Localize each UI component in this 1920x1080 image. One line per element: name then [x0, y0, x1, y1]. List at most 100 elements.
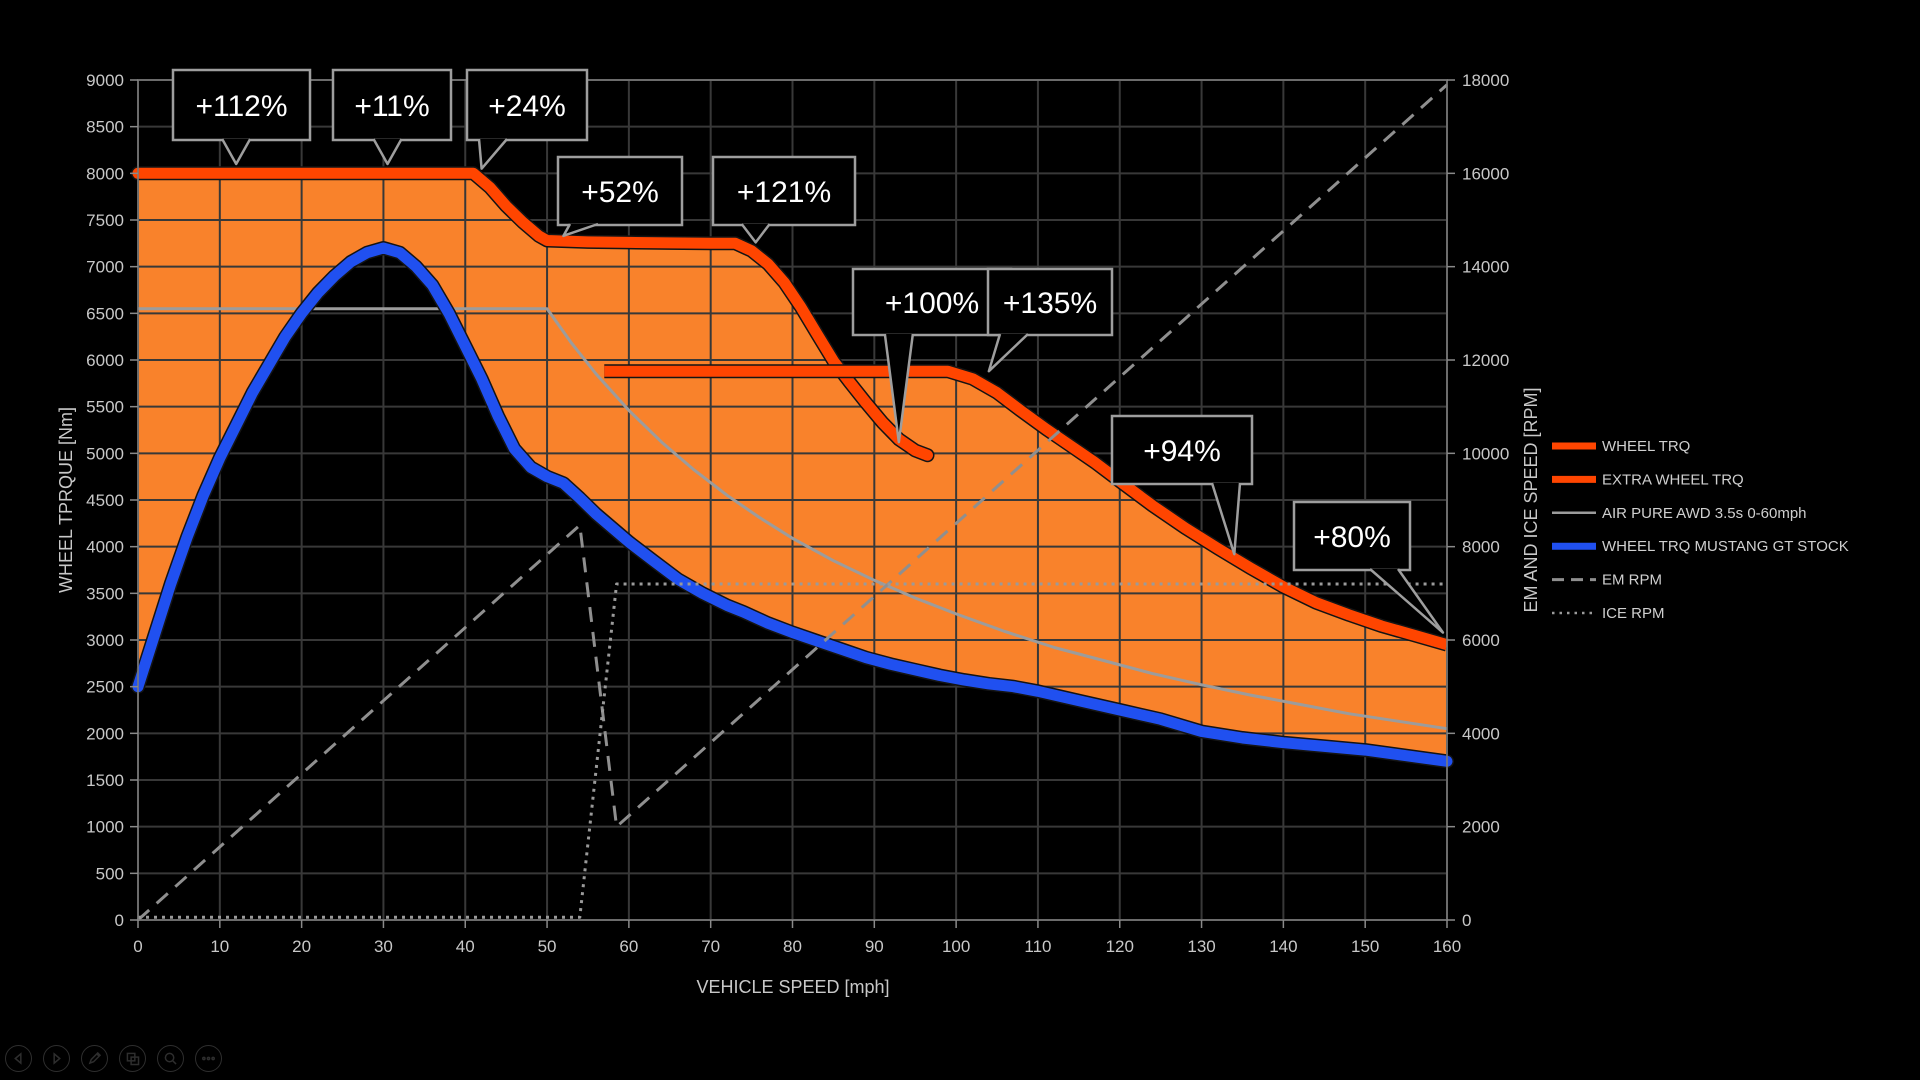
- x-tick-label: 70: [701, 937, 720, 956]
- callout-pointer: [1369, 568, 1445, 634]
- y-left-tick-label: 1500: [86, 771, 124, 790]
- arrow-left-icon: [14, 1052, 22, 1065]
- y-left-tick-label: 6000: [86, 351, 124, 370]
- callout-11: +11%: [331, 68, 453, 166]
- y-left-tick-label: 5500: [86, 398, 124, 417]
- ellipsis-icon: [202, 1056, 215, 1061]
- y-left-tick-label: 4500: [86, 491, 124, 510]
- magnifier-icon: [164, 1052, 177, 1065]
- y-left-tick-label: 6500: [86, 304, 124, 323]
- x-tick-label: 90: [865, 937, 884, 956]
- y-left-tick-label: 7500: [86, 211, 124, 230]
- callout-value: +24%: [488, 90, 566, 123]
- callout-value: +100%: [885, 287, 979, 320]
- y-left-tick-label: 3000: [86, 631, 124, 650]
- callout-112: +112%: [171, 68, 312, 166]
- y-axis-left-title: WHEEL TPRQUE [Nm]: [56, 407, 76, 593]
- callout-box: [465, 68, 589, 142]
- y-right-tick-label: 12000: [1462, 351, 1509, 370]
- see-all-slides-button[interactable]: [119, 1045, 146, 1072]
- series-ice-rpm: [138, 582, 1447, 919]
- x-tick-label: 150: [1351, 937, 1379, 956]
- pen-icon: [88, 1051, 102, 1065]
- series-wheel-trq: [132, 167, 933, 461]
- x-tick-label: 100: [942, 937, 970, 956]
- slideshow-toolbar: [5, 1045, 222, 1072]
- callout-value: +80%: [1313, 521, 1391, 554]
- legend-item-air-pure-awd-3-5s-0-60mph: AIR PURE AWD 3.5s 0-60mph: [1552, 505, 1807, 522]
- legend-label: WHEEL TRQ: [1602, 438, 1690, 455]
- x-tick-label: 30: [374, 937, 393, 956]
- x-tick-label: 130: [1187, 937, 1215, 956]
- y-left-tick-label: 1000: [86, 818, 124, 837]
- callout-pointer: [477, 138, 508, 170]
- y-right-tick-label: 8000: [1462, 538, 1500, 557]
- callout-135: +135%: [986, 267, 1114, 373]
- y-right-tick-label: 2000: [1462, 818, 1500, 837]
- callout-80: +80%: [1292, 500, 1445, 634]
- y-right-tick-label: 10000: [1462, 444, 1509, 463]
- x-tick-label: 110: [1024, 937, 1051, 956]
- legend-label: ICE RPM: [1602, 605, 1665, 622]
- x-tick-label: 80: [783, 937, 802, 956]
- legend-label: AIR PURE AWD 3.5s 0-60mph: [1602, 505, 1807, 522]
- chart-legend: WHEEL TRQ EXTRA WHEEL TRQ AIR PURE AWD 3.5…: [1552, 438, 1849, 622]
- x-tick-label: 160: [1433, 937, 1461, 956]
- callout-value: +135%: [1003, 287, 1097, 320]
- y-right-tick-label: 4000: [1462, 724, 1500, 743]
- y-axis-right-title: EM AND ICE SPEED [RPM]: [1521, 387, 1541, 612]
- y-left-tick-label: 3500: [86, 584, 124, 603]
- previous-slide-button[interactable]: [5, 1045, 32, 1072]
- callout-box: [1110, 414, 1254, 486]
- y-right-tick-label: 14000: [1462, 258, 1509, 277]
- more-options-button[interactable]: [195, 1045, 222, 1072]
- legend-label: EXTRA WHEEL TRQ: [1602, 471, 1744, 488]
- callout-box: [711, 155, 857, 227]
- chart-series: [131, 83, 1454, 922]
- y-left-tick-label: 8000: [86, 164, 124, 183]
- callout-pointer: [1210, 482, 1242, 556]
- slides-icon: [126, 1052, 140, 1066]
- x-tick-label: 120: [1106, 937, 1134, 956]
- callout-94: +94%: [1110, 414, 1254, 556]
- x-axis-title: VEHICLE SPEED [mph]: [696, 977, 889, 997]
- legend-item-extra-wheel-trq: EXTRA WHEEL TRQ: [1552, 471, 1744, 488]
- callout-pointer: [372, 138, 403, 166]
- x-tick-label: 50: [538, 937, 557, 956]
- callout-52: +52%: [556, 155, 684, 238]
- zoom-into-slide-button[interactable]: [157, 1045, 184, 1072]
- callout-pointer: [883, 333, 915, 444]
- callout-24: +24%: [465, 68, 589, 170]
- chart-tick-labels: 0500100015002000250030003500400045005000…: [86, 71, 1509, 956]
- callout-pointer: [221, 138, 252, 166]
- legend-label: WHEEL TRQ MUSTANG GT STOCK: [1602, 538, 1849, 555]
- pen-tools-button[interactable]: [81, 1045, 108, 1072]
- y-right-tick-label: 6000: [1462, 631, 1500, 650]
- y-left-tick-label: 7000: [86, 258, 124, 277]
- callout-box: [171, 68, 312, 142]
- y-right-tick-label: 16000: [1462, 164, 1509, 183]
- legend-item-wheel-trq: WHEEL TRQ: [1552, 438, 1690, 455]
- y-left-tick-label: 0: [115, 911, 124, 930]
- callout-value: +11%: [354, 90, 429, 123]
- y-right-tick-label: 18000: [1462, 71, 1509, 90]
- callout-box: [556, 155, 684, 227]
- x-tick-label: 140: [1269, 937, 1297, 956]
- y-left-tick-label: 5000: [86, 444, 124, 463]
- series-air-pure-awd-3-5s-0-60mph: [138, 307, 1448, 731]
- arrow-right-icon: [53, 1052, 61, 1065]
- series-em-rpm: [137, 83, 1448, 922]
- callout-value: +112%: [195, 90, 287, 123]
- x-tick-label: 0: [133, 937, 142, 956]
- y-left-tick-label: 2000: [86, 724, 124, 743]
- next-slide-button[interactable]: [43, 1045, 70, 1072]
- callout-box: [1292, 500, 1412, 572]
- callout-121: +121%: [711, 155, 857, 244]
- chart-axes: [130, 79, 1455, 928]
- callout-pointer: [740, 223, 771, 244]
- callout-value: +121%: [737, 176, 831, 209]
- percentage-callouts: +112% +11% +24% +52% +121% +100% +135% +94% +80%: [171, 68, 1445, 634]
- legend-label: EM RPM: [1602, 572, 1662, 589]
- y-right-tick-label: 0: [1462, 911, 1471, 930]
